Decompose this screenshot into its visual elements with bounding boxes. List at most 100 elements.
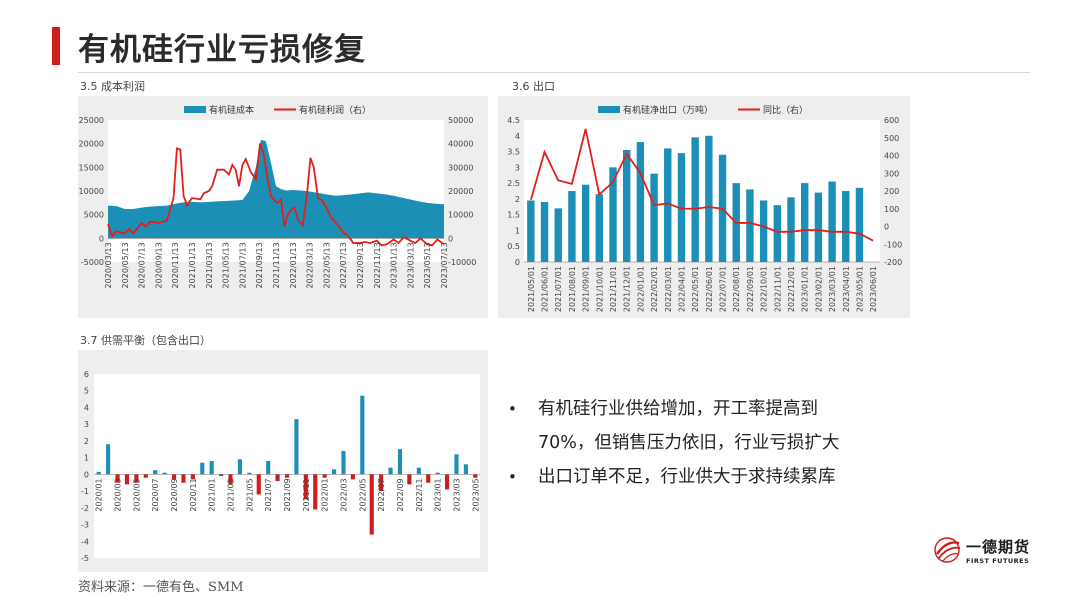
x-tick-label: 2021/09: [283, 478, 292, 511]
export-bar: [814, 192, 823, 262]
x-tick-label: 2020/11/13: [171, 242, 180, 288]
bullet-dot-icon: •: [508, 468, 517, 486]
y-left-tick-label: 4: [515, 132, 520, 141]
balance-bar: [106, 444, 111, 475]
bullet-text: 出口订单不足，行业供大于求持续累库: [538, 467, 836, 487]
export-bar: [581, 184, 590, 262]
y-right-tick-label: -100: [884, 240, 902, 249]
source-note: 资料来源：一德有色、SMM: [78, 580, 244, 595]
y-right-tick-label: 10000: [448, 211, 473, 220]
balance-bar: [454, 454, 459, 475]
y-right-tick-label: 600: [884, 116, 899, 125]
balance-bar: [266, 460, 271, 475]
x-tick-label: 2020/09/13: [154, 242, 163, 288]
export-bar: [828, 181, 836, 262]
y-left-tick-label: 20000: [79, 140, 104, 149]
x-tick-label: 2023/04/01: [842, 266, 851, 312]
x-tick-label: 2022/09/01: [746, 266, 755, 312]
x-tick-label: 2020/05: [132, 478, 141, 511]
x-tick-label: 2020/07/13: [138, 242, 147, 288]
legend-swatch-cost: [184, 106, 206, 113]
balance-bar: [350, 474, 355, 480]
y-tick-label: 1: [84, 454, 89, 463]
x-tick-label: 2021/03/13: [205, 242, 214, 288]
x-tick-label: 2021/01/13: [188, 242, 197, 288]
y-right-tick-label: 400: [884, 152, 899, 161]
chart-label-cost-profit: 3.5 成本利润: [80, 80, 145, 93]
legend-label-profit: 有机硅利润（右）: [299, 104, 371, 116]
x-tick-label: 2021/03: [227, 478, 236, 511]
balance-bar: [162, 472, 167, 475]
x-tick-label: 2021/11: [302, 478, 311, 511]
balance-bar: [332, 469, 337, 475]
y-tick-label: 6: [84, 370, 89, 379]
export-bar: [595, 194, 604, 262]
plot-area: [94, 374, 480, 558]
logo-en: FIRST FUTURES: [966, 557, 1030, 565]
x-tick-label: 2021/06/01: [541, 266, 550, 312]
x-tick-label: 2023/03/13: [406, 242, 415, 288]
x-tick-label: 2022/08/01: [732, 266, 741, 312]
y-left-tick-label: 4.5: [507, 116, 520, 125]
balance-bar: [341, 450, 346, 475]
x-tick-label: 2022/04/01: [677, 266, 686, 312]
plot-area: [524, 120, 880, 262]
legend-swatch-export: [598, 106, 620, 113]
x-tick-label: 2022/05/01: [691, 266, 700, 312]
x-tick-label: 2022/12/01: [787, 266, 796, 312]
x-tick-label: 2021/08/01: [568, 266, 577, 312]
chart-label-balance: 3.7 供需平衡（包含出口）: [80, 334, 211, 347]
y-left-tick-label: 0: [99, 234, 104, 243]
legend-label-cost: 有机硅成本: [209, 104, 254, 116]
balance-bar: [237, 459, 242, 475]
balance-bar: [96, 471, 101, 475]
chart-export: 0 0.5 1 1.5 2 2.5 3 3.5 4 4.5 -200 -100 0 100 200 300 40…: [507, 104, 902, 312]
x-tick-label: 2023/05/13: [423, 242, 432, 288]
x-tick-label: 2021/09/01: [582, 266, 591, 312]
balance-bar: [181, 474, 186, 483]
y-right-tick-label: -200: [884, 258, 902, 267]
balance-bar: [444, 474, 450, 490]
x-tick-label: 2022/09/13: [356, 242, 365, 288]
x-tick-label: 2020/03/13: [104, 242, 113, 288]
balance-bar: [407, 474, 412, 485]
bullet-text: 70%，但销售压力依旧，行业亏损扩大: [538, 433, 840, 453]
y-left-tick-label: 1.5: [507, 211, 520, 220]
x-tick-label: 2020/07: [151, 478, 160, 511]
balance-bar: [426, 474, 431, 483]
x-tick-label: 2022/02/01: [650, 266, 659, 312]
export-bar: [609, 167, 617, 262]
chart-cost-profit: -5000 0 5000 10000 15000 20000 25000 -10000 0 100…: [79, 104, 477, 288]
x-tick-label: 2021/01: [208, 478, 217, 511]
x-tick-label: 2022/05: [358, 478, 367, 511]
y-left-tick-label: 0.5: [507, 242, 520, 251]
y-right-tick-label: 300: [884, 169, 899, 178]
export-bar: [568, 191, 576, 262]
balance-bar: [256, 474, 261, 495]
x-tick-label: 2023/07/13: [440, 242, 449, 288]
y-right-tick-label: 50000: [448, 116, 473, 125]
x-tick-label: 2022/07/01: [719, 266, 728, 312]
x-tick-label: 2023/01/13: [390, 242, 399, 288]
y-right-tick-label: 100: [884, 205, 899, 214]
bullet-item: • 出口订单不足，行业供大于求持续累库: [508, 460, 928, 494]
chart-supply-demand: -5 -4 -3 -2 -1 0 1 2 3 4 5 6 2020/01 2020/03 2020/05 20…: [81, 370, 480, 563]
y-right-tick-label: 500: [884, 134, 899, 143]
balance-bar: [322, 474, 327, 478]
x-tick-label: 2022/11/01: [773, 266, 782, 312]
y-left-tick-label: 1: [515, 226, 520, 235]
x-tick-label: 2022/09: [396, 478, 405, 511]
export-bar: [650, 173, 658, 262]
x-tick-label: 2021/11/01: [609, 266, 618, 312]
y-tick-label: -2: [81, 504, 89, 513]
balance-bar: [397, 449, 403, 475]
y-right-tick-label: 0: [884, 223, 889, 232]
x-tick-label: 2022/01/01: [636, 266, 645, 312]
export-bar: [664, 148, 672, 262]
export-bar: [540, 202, 549, 262]
x-tick-label: 2022/10/01: [760, 266, 769, 312]
balance-bar: [294, 419, 299, 475]
x-tick-label: 2021/05/13: [222, 242, 231, 288]
export-bar: [759, 200, 768, 262]
y-right-tick-label: -10000: [448, 258, 476, 267]
